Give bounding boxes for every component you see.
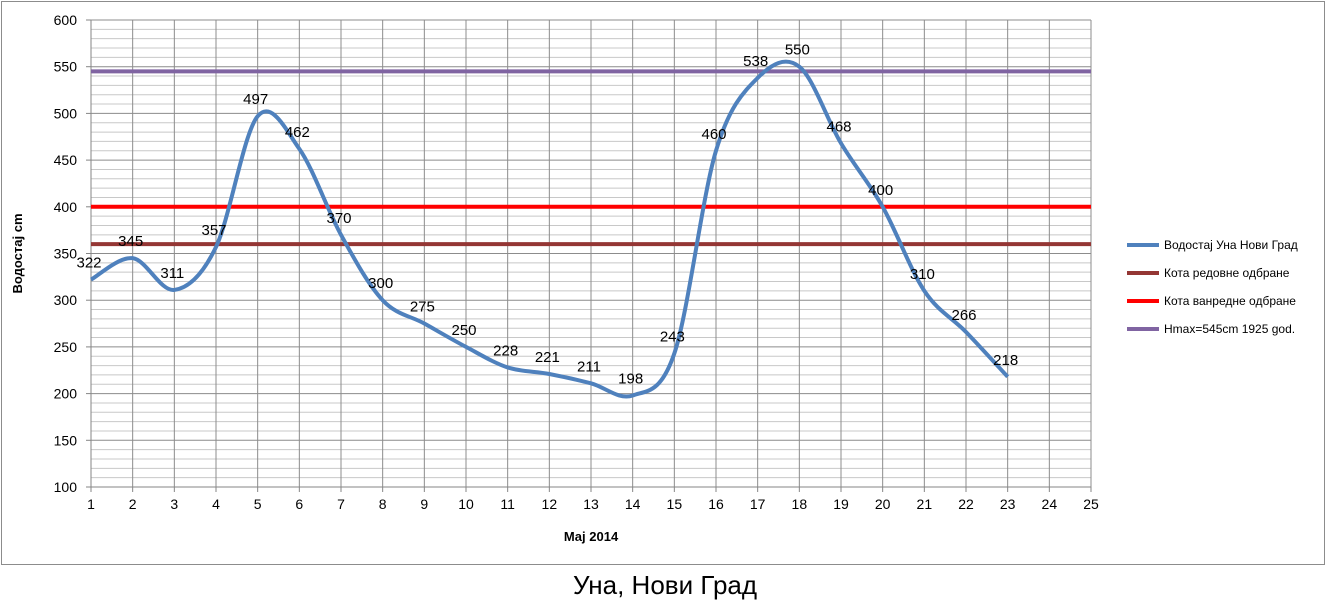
x-tick-label: 9 [420, 496, 428, 512]
data-label: 266 [951, 307, 976, 324]
data-label: 311 [160, 265, 184, 282]
x-tick-label: 21 [917, 496, 933, 512]
x-tick-label: 23 [1000, 496, 1016, 512]
data-label: 228 [493, 342, 518, 359]
y-tick-label: 350 [54, 246, 78, 262]
x-tick-label: 6 [295, 496, 303, 512]
data-label: 198 [618, 370, 643, 387]
y-tick-label: 550 [54, 59, 78, 75]
data-label: 497 [243, 91, 268, 108]
legend-label: Кота редовне одбране [1164, 266, 1290, 280]
data-label: 211 [577, 358, 601, 375]
data-label: 300 [368, 275, 393, 292]
x-tick-label: 11 [500, 496, 515, 512]
legend-label: Кота ванредне одбране [1164, 294, 1296, 308]
x-tick-label: 14 [625, 496, 641, 512]
data-label: 357 [201, 222, 226, 239]
chart-caption: Уна, Нови Град [572, 570, 758, 600]
y-tick-label: 400 [54, 199, 78, 215]
x-tick-label: 12 [542, 496, 558, 512]
x-tick-label: 20 [875, 496, 891, 512]
x-tick-label: 10 [458, 496, 474, 512]
legend-label: Водостај Уна Нови Град [1164, 238, 1298, 252]
data-label: 538 [743, 53, 768, 70]
y-tick-label: 500 [54, 105, 78, 121]
x-tick-label: 16 [708, 496, 724, 512]
x-tick-label: 7 [337, 496, 345, 512]
y-tick-label: 300 [54, 292, 78, 308]
data-label: 310 [910, 266, 935, 283]
y-tick-label: 600 [54, 12, 78, 28]
data-label: 370 [326, 210, 351, 227]
data-label: 550 [785, 42, 810, 59]
x-tick-label: 8 [379, 496, 387, 512]
data-label: 468 [826, 118, 851, 135]
water-level-series-line [89, 59, 1010, 399]
data-label: 275 [410, 299, 435, 316]
y-tick-label: 250 [54, 339, 78, 355]
data-label: 462 [285, 124, 310, 141]
x-axis-title: Мај 2014 [564, 529, 619, 544]
x-tick-label: 22 [958, 496, 974, 512]
data-label: 322 [76, 255, 101, 272]
x-tick-label: 24 [1042, 496, 1058, 512]
x-tick-label: 1 [87, 496, 95, 512]
data-label: 218 [993, 352, 1018, 369]
y-axis-title: Водостај cm [10, 213, 25, 293]
data-label: 345 [118, 233, 143, 250]
data-label: 400 [868, 182, 893, 199]
x-tick-label: 17 [750, 496, 766, 512]
data-label: 250 [451, 322, 476, 339]
y-tick-label: 150 [54, 432, 78, 448]
x-tick-label: 5 [254, 496, 262, 512]
y-tick-label: 450 [54, 152, 78, 168]
x-tick-label: 25 [1083, 496, 1099, 512]
x-tick-label: 19 [833, 496, 849, 512]
data-label: 460 [701, 126, 726, 143]
x-tick-label: 3 [170, 496, 178, 512]
data-label: 243 [660, 328, 685, 345]
data-label: 221 [535, 349, 560, 366]
x-tick-label: 13 [583, 496, 599, 512]
x-tick-label: 4 [212, 496, 220, 512]
x-tick-label: 18 [792, 496, 808, 512]
y-tick-label: 100 [54, 479, 78, 495]
y-tick-label: 200 [54, 386, 78, 402]
x-tick-label: 2 [129, 496, 137, 512]
x-tick-label: 15 [667, 496, 683, 512]
legend-label: Hmax=545cm 1925 god. [1164, 322, 1295, 336]
